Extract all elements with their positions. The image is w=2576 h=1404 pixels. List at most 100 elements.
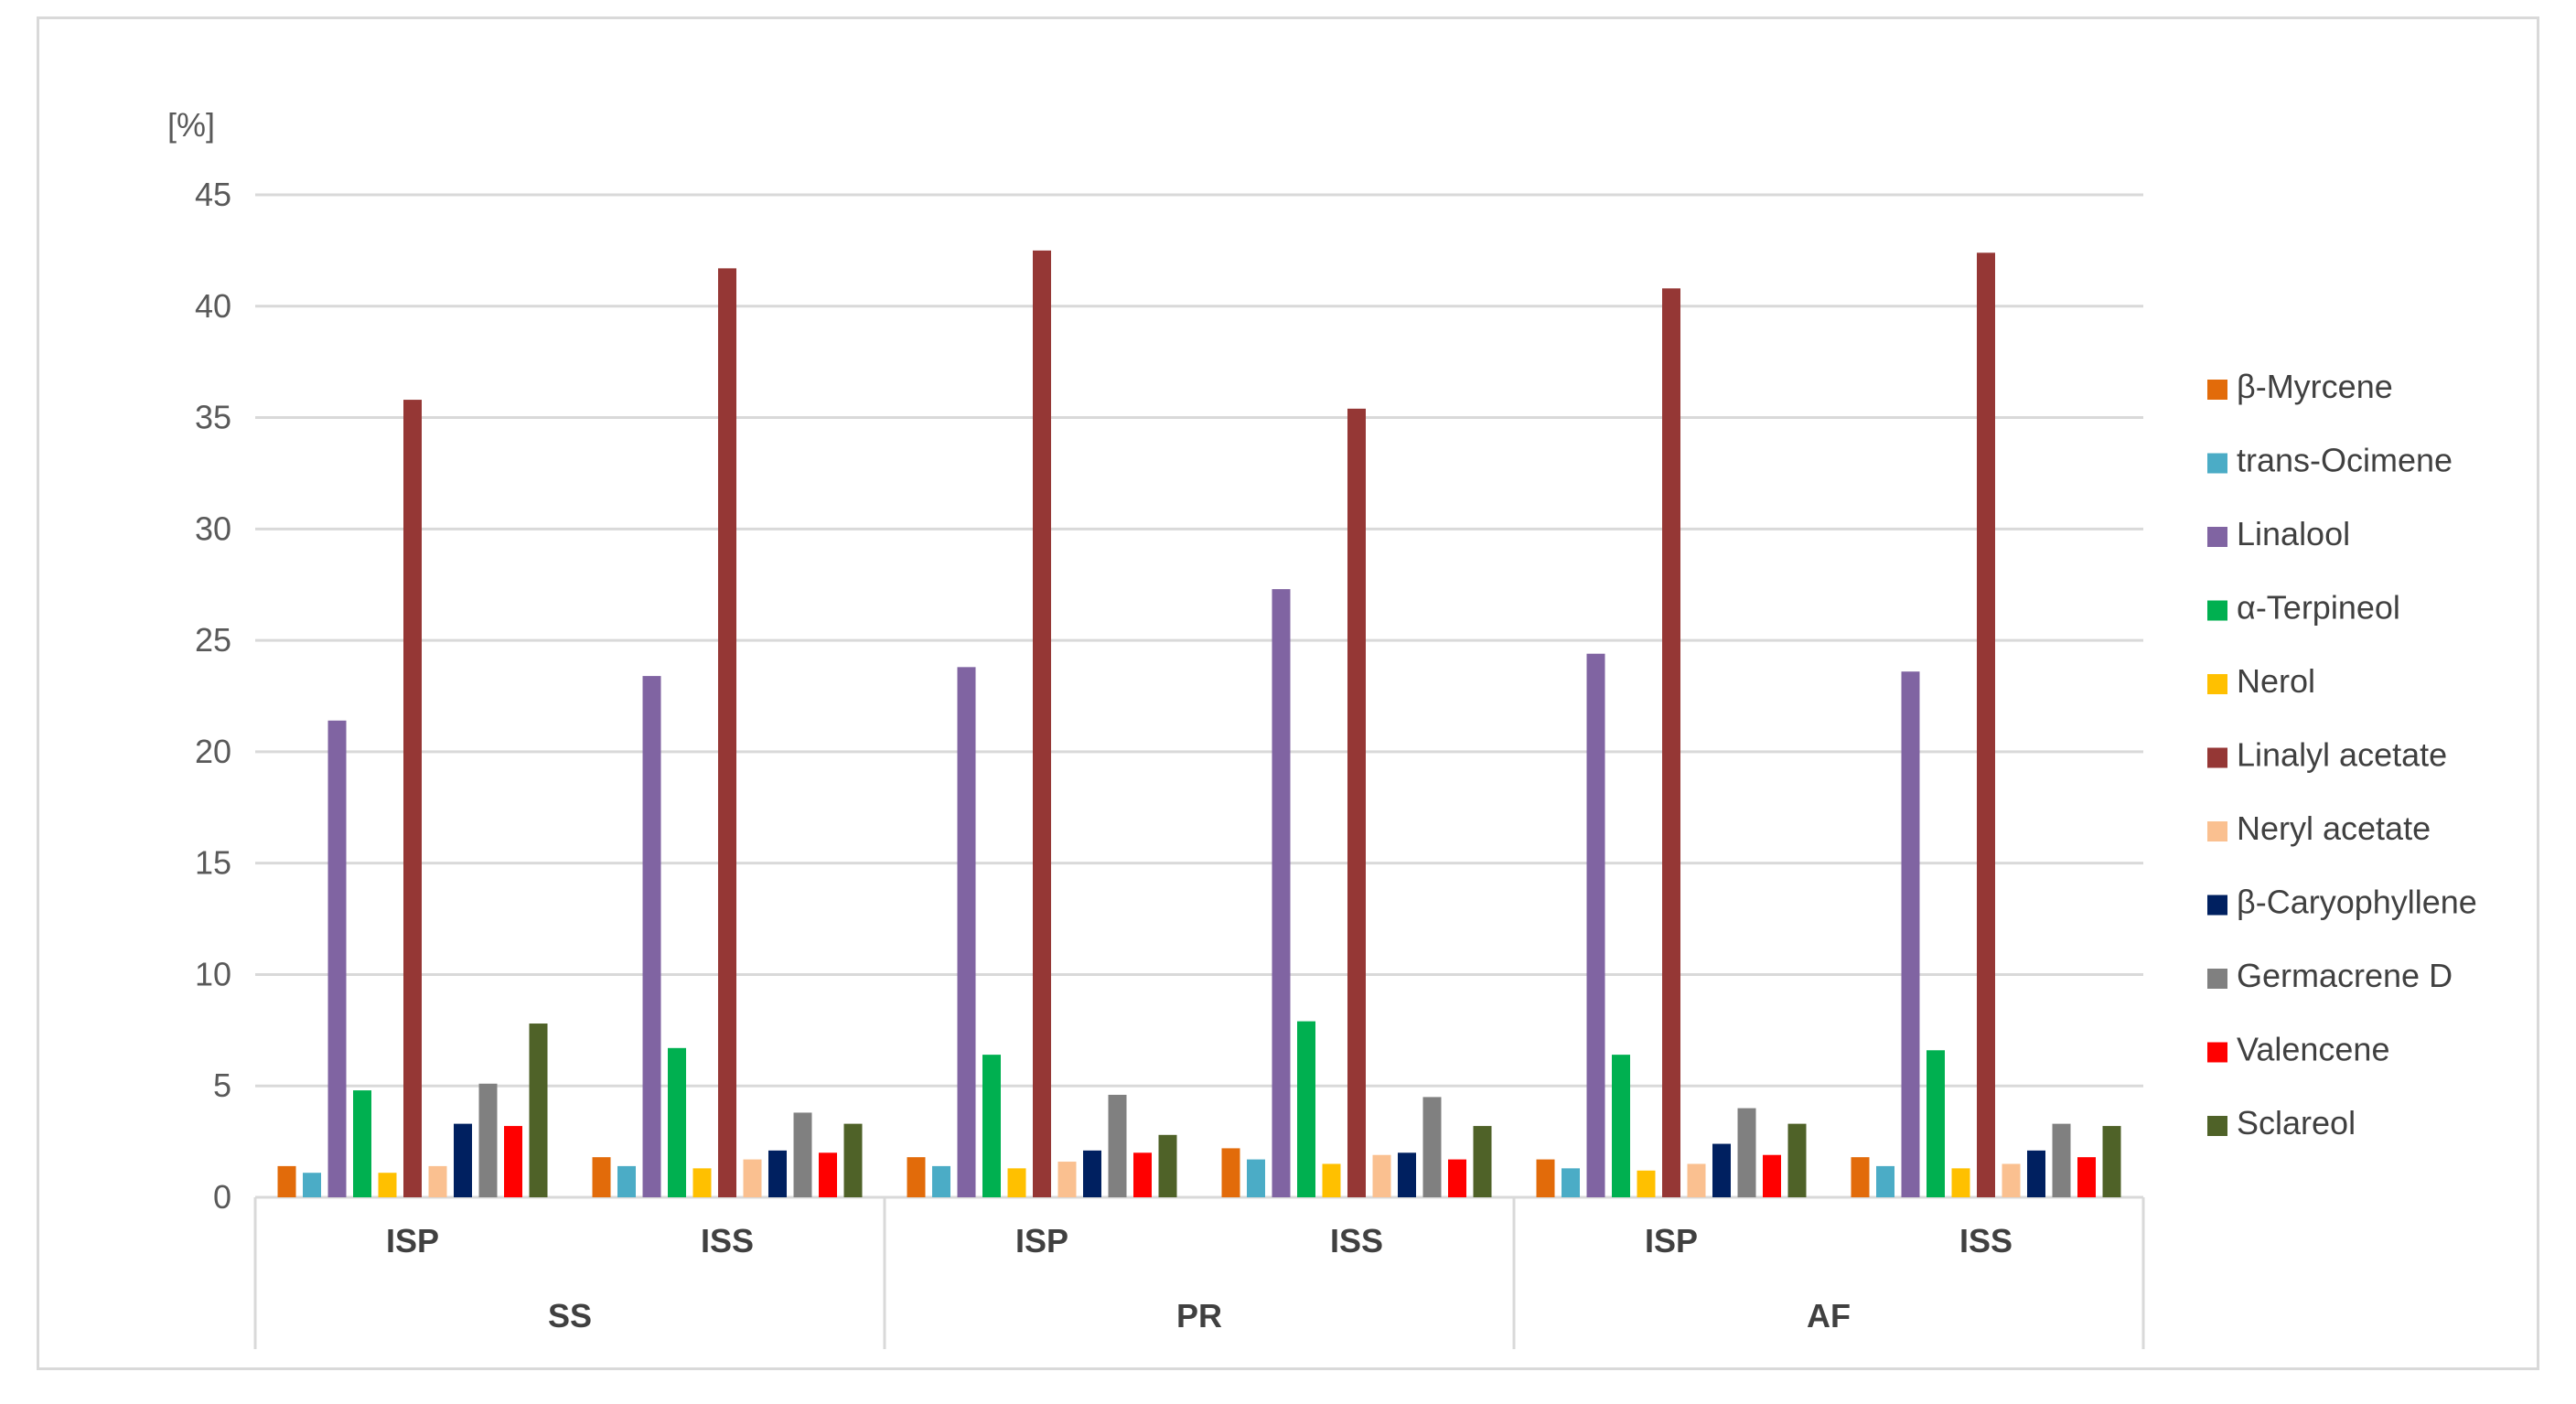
chart-frame: 0 5 10 15 20 25 30 35 40 45 ISP ISS ISP ISS ISP ISS SS PR… bbox=[37, 16, 2539, 1370]
bar-trans-ocimene-iss bbox=[617, 1165, 636, 1197]
bar-nerol-iss bbox=[1322, 1163, 1341, 1197]
legend-label: β-Caryophyllene bbox=[2237, 884, 2477, 921]
bar-trans-ocimene-isp bbox=[932, 1165, 950, 1197]
bar-germacrene-d-iss bbox=[793, 1112, 812, 1197]
x-group-label: AF bbox=[1807, 1297, 1851, 1334]
bar-nerol-isp bbox=[378, 1173, 397, 1197]
bar-β-myrcene-iss bbox=[1221, 1148, 1240, 1197]
bar-chart: 0 5 10 15 20 25 30 35 40 45 ISP ISS ISP ISS ISP ISS SS PR… bbox=[167, 106, 2477, 1349]
bar-β-myrcene-isp bbox=[907, 1157, 926, 1197]
bars bbox=[277, 250, 2121, 1198]
bar-β-caryophyllene-isp bbox=[1083, 1150, 1101, 1197]
bar-linalool-isp bbox=[327, 720, 347, 1197]
legend-swatch bbox=[2207, 453, 2227, 474]
x-category-label: ISS bbox=[1330, 1222, 1383, 1259]
bar-trans-ocimene-isp bbox=[303, 1173, 321, 1197]
bar-neryl-acetate-isp bbox=[1687, 1163, 1706, 1197]
bar-valencene-iss bbox=[819, 1152, 837, 1197]
bar-nerol-iss bbox=[1951, 1168, 1970, 1197]
bar-β-myrcene-isp bbox=[277, 1165, 296, 1197]
bar-α-terpineol-iss bbox=[1297, 1021, 1315, 1197]
legend-swatch bbox=[2207, 600, 2227, 621]
legend-label: α-Terpineol bbox=[2237, 589, 2400, 627]
y-tick-label: 10 bbox=[195, 955, 231, 992]
bar-germacrene-d-iss bbox=[2052, 1123, 2071, 1197]
legend-label: Neryl acetate bbox=[2237, 809, 2431, 847]
bar-linalool-iss bbox=[642, 676, 661, 1197]
bar-linalool-isp bbox=[1586, 653, 1605, 1197]
bar-germacrene-d-isp bbox=[478, 1083, 498, 1197]
bar-linalool-isp bbox=[957, 667, 976, 1197]
legend-label: Linalyl acetate bbox=[2237, 736, 2447, 774]
legend-label: Linalool bbox=[2237, 515, 2350, 552]
bar-sclareol-isp bbox=[529, 1024, 548, 1197]
legend-label: Sclareol bbox=[2237, 1104, 2356, 1141]
bar-valencene-iss bbox=[2077, 1157, 2096, 1197]
bar-neryl-acetate-iss bbox=[2002, 1163, 2021, 1197]
y-axis-label: [%] bbox=[167, 106, 215, 144]
y-tick-label: 45 bbox=[195, 176, 231, 213]
bar-α-terpineol-isp bbox=[982, 1055, 1001, 1197]
bar-β-myrcene-iss bbox=[592, 1157, 611, 1197]
legend-swatch bbox=[2207, 674, 2227, 694]
bar-neryl-acetate-iss bbox=[743, 1159, 762, 1197]
bar-trans-ocimene-iss bbox=[1876, 1165, 1894, 1197]
bar-valencene-iss bbox=[1448, 1159, 1466, 1197]
axes: 0 5 10 15 20 25 30 35 40 45 ISP ISS ISP ISS ISP ISS SS PR… bbox=[195, 176, 2145, 1349]
legend-label: β-Myrcene bbox=[2237, 368, 2393, 405]
y-tick-label: 30 bbox=[195, 509, 231, 547]
y-tick-label: 40 bbox=[195, 287, 231, 325]
bar-α-terpineol-isp bbox=[353, 1090, 371, 1197]
bar-nerol-iss bbox=[692, 1168, 712, 1197]
bar-valencene-isp bbox=[1763, 1154, 1781, 1197]
bar-β-caryophyllene-iss bbox=[768, 1150, 787, 1197]
x-group-label: SS bbox=[548, 1297, 592, 1334]
y-tick-label: 5 bbox=[213, 1066, 231, 1104]
bar-nerol-isp bbox=[1637, 1170, 1656, 1197]
bar-linalyl-acetate-iss bbox=[1977, 252, 1995, 1197]
legend-swatch bbox=[2207, 380, 2227, 400]
legend-swatch bbox=[2207, 895, 2227, 916]
x-category-label: ISP bbox=[1645, 1222, 1698, 1259]
x-category-label: ISP bbox=[386, 1222, 439, 1259]
legend-swatch bbox=[2207, 1042, 2227, 1063]
bar-β-myrcene-isp bbox=[1536, 1159, 1555, 1197]
legend-swatch bbox=[2207, 527, 2227, 547]
gridlines bbox=[255, 193, 2143, 1199]
bar-β-myrcene-iss bbox=[1851, 1157, 1870, 1197]
x-group-label: PR bbox=[1176, 1297, 1222, 1334]
bar-sclareol-isp bbox=[1787, 1123, 1807, 1197]
legend-label: Nerol bbox=[2237, 662, 2315, 700]
y-tick-label: 25 bbox=[195, 621, 231, 659]
bar-β-caryophyllene-isp bbox=[454, 1123, 472, 1197]
legend-swatch bbox=[2207, 969, 2227, 989]
y-tick-label: 0 bbox=[213, 1178, 231, 1216]
bar-sclareol-iss bbox=[843, 1123, 863, 1197]
bar-α-terpineol-isp bbox=[1612, 1055, 1630, 1197]
bar-linalyl-acetate-isp bbox=[1033, 250, 1051, 1197]
bar-sclareol-isp bbox=[1158, 1134, 1177, 1197]
bar-valencene-isp bbox=[1133, 1152, 1152, 1197]
bar-germacrene-d-isp bbox=[1737, 1108, 1756, 1197]
bar-germacrene-d-iss bbox=[1422, 1097, 1442, 1197]
bar-β-caryophyllene-iss bbox=[1398, 1152, 1416, 1197]
bar-linalyl-acetate-isp bbox=[1662, 288, 1680, 1197]
bar-sclareol-iss bbox=[1473, 1126, 1492, 1197]
y-tick-label: 15 bbox=[195, 844, 231, 882]
bar-neryl-acetate-isp bbox=[428, 1165, 447, 1197]
bar-neryl-acetate-isp bbox=[1057, 1162, 1077, 1197]
bar-linalool-iss bbox=[1272, 589, 1291, 1197]
bar-valencene-isp bbox=[504, 1126, 522, 1197]
bar-linalyl-acetate-iss bbox=[718, 268, 736, 1198]
bar-neryl-acetate-iss bbox=[1372, 1154, 1391, 1197]
y-tick-label: 35 bbox=[195, 399, 231, 436]
legend-swatch bbox=[2207, 821, 2227, 841]
bar-linalyl-acetate-isp bbox=[403, 400, 422, 1197]
bar-trans-ocimene-iss bbox=[1247, 1159, 1265, 1197]
bar-linalool-iss bbox=[1901, 671, 1920, 1197]
x-category-label: ISP bbox=[1015, 1222, 1068, 1259]
legend-swatch bbox=[2207, 747, 2227, 768]
x-category-label: ISS bbox=[701, 1222, 754, 1259]
legend-label: trans-Ocimene bbox=[2237, 442, 2453, 479]
bar-α-terpineol-iss bbox=[1927, 1050, 1945, 1197]
